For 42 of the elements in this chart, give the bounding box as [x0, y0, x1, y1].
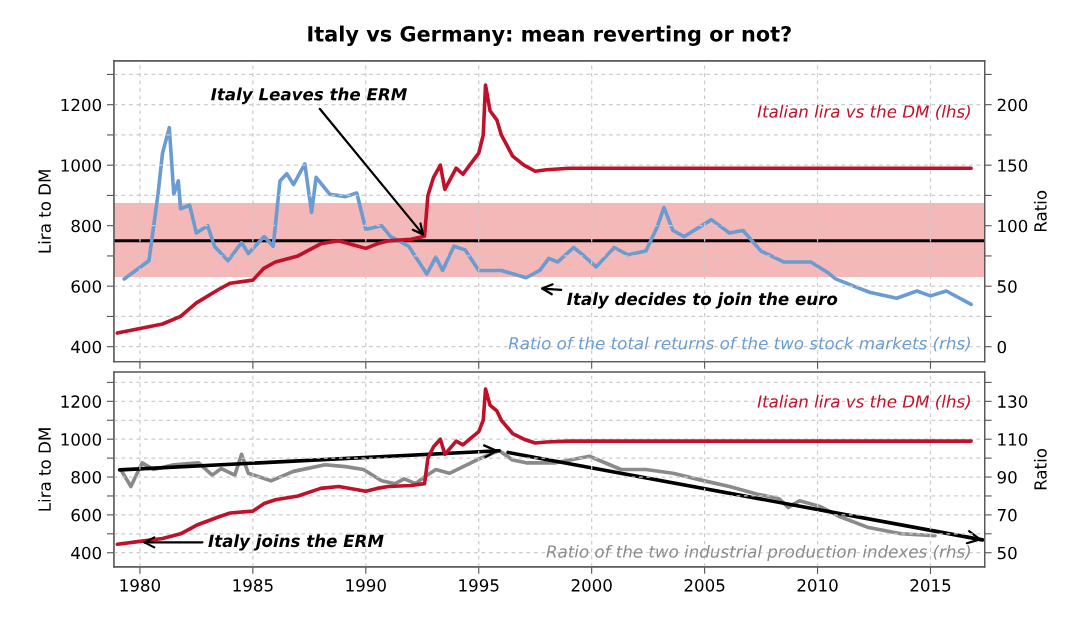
y2-tick-label: 50 — [997, 280, 1017, 293]
x-tick-label: 1980 — [120, 579, 161, 592]
y2-tick-label: 100 — [998, 219, 1028, 233]
y-tick-label: 1200 — [61, 98, 102, 112]
annotation: Italy joins the ERM — [208, 534, 384, 551]
chart-title: Italy vs Germany: mean reverting or not? — [308, 25, 791, 46]
series-label: Italian lira vs the DM (lhs) — [757, 394, 970, 410]
x-tick-label: 2000 — [571, 579, 612, 592]
y-axis-title: Lira to DM — [38, 170, 51, 253]
y2-tick-label: 0 — [997, 340, 1006, 354]
annotation: Italy decides to join the euro — [567, 292, 838, 309]
x-tick-label: 2005 — [684, 579, 725, 592]
y2-tick-label: 90 — [997, 471, 1017, 484]
y-tick-label: 600 — [71, 508, 102, 522]
x-tick-label: 2015 — [910, 579, 951, 592]
y-axis-title: Lira to DM — [38, 428, 51, 511]
y-tick-label: 1200 — [61, 395, 102, 408]
text: Ratio of the two industrial production indexes (rhs) — [546, 544, 970, 562]
series-label: Ratio of the total returns of the two stock markets (rhs) — [508, 336, 970, 352]
y2-tick-label: 150 — [998, 159, 1028, 172]
y2-tick-label: 130 — [998, 395, 1028, 408]
annotation: Italy Leaves the ERM — [211, 87, 407, 104]
line-series — [122, 125, 973, 307]
y2-axis-title: Ratio — [1033, 448, 1047, 490]
y2-tick-label: 70 — [997, 508, 1017, 522]
y2-tick-label: 110 — [998, 433, 1028, 446]
y2-tick-label: 200 — [997, 98, 1028, 112]
y-tick-label: 1000 — [61, 433, 102, 446]
y2-tick-label: 50 — [997, 546, 1017, 560]
x-tick-label: 2010 — [797, 579, 838, 592]
y-tick-label: 600 — [71, 280, 102, 293]
x-tick-label: 1995 — [459, 579, 499, 592]
line-series — [115, 83, 973, 335]
x-tick-label: 1985 — [233, 579, 273, 592]
text: Italian lira vs the DM (lhs) — [757, 104, 970, 120]
y-tick-label: 800 — [71, 219, 102, 233]
y2-axis-title: Ratio — [1033, 190, 1047, 232]
y-tick-label: 1000 — [61, 159, 102, 172]
y-tick-label: 800 — [71, 471, 102, 484]
y-tick-label: 400 — [71, 546, 102, 560]
y-tick-label: 400 — [71, 340, 102, 354]
x-tick-label: 1990 — [346, 579, 386, 592]
